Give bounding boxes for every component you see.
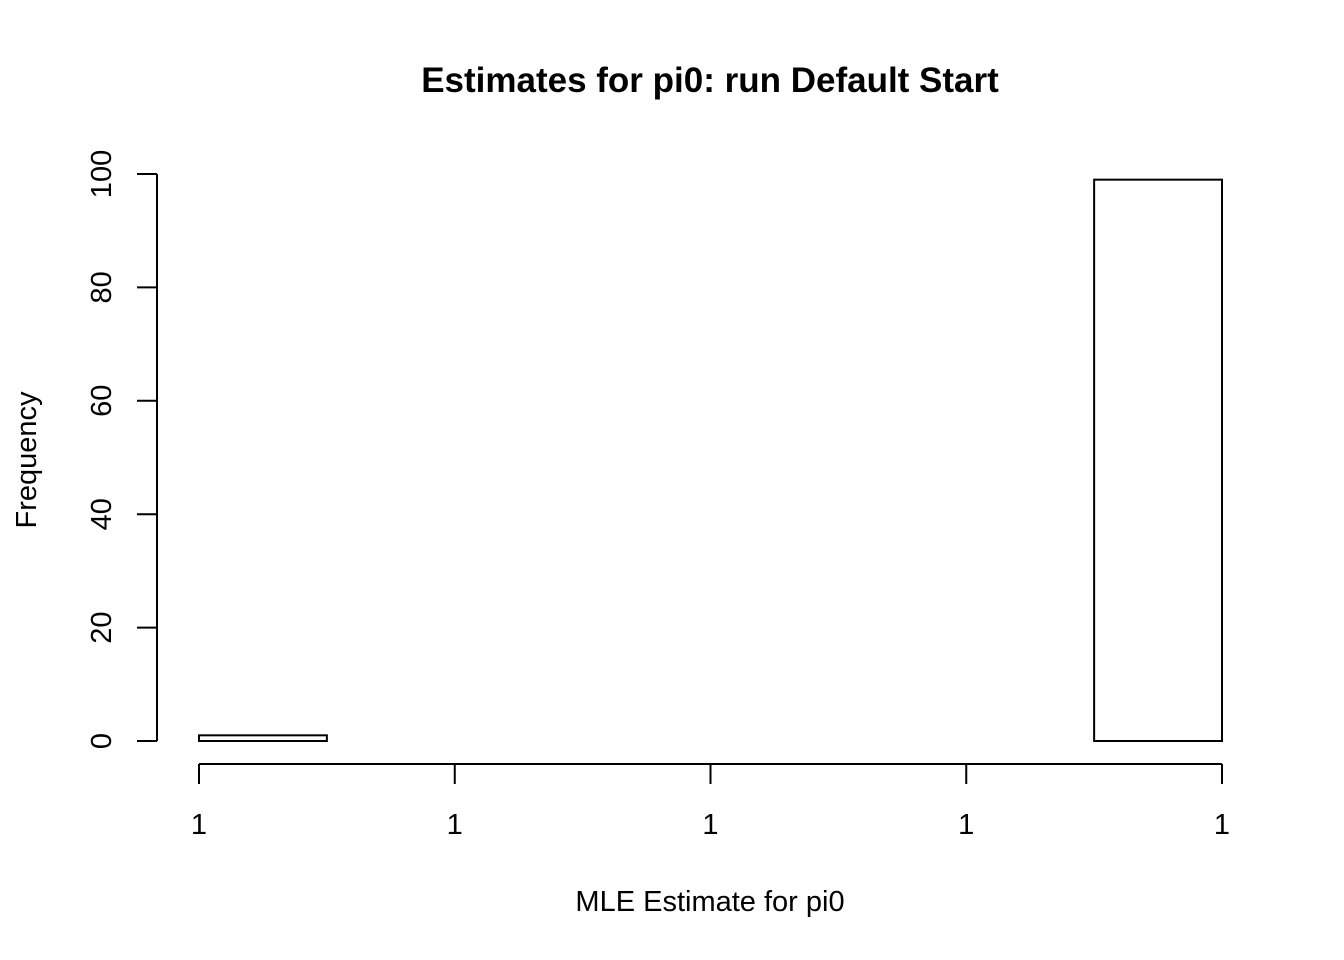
y-tick-label: 20: [86, 611, 118, 643]
x-tick-label: 1: [1214, 809, 1230, 841]
x-axis-label: MLE Estimate for pi0: [575, 886, 844, 918]
y-axis-label: Frequency: [11, 391, 43, 529]
chart-title: Estimates for pi0: run Default Start: [421, 61, 999, 100]
x-tick-label: 1: [447, 809, 463, 841]
x-axis: 1 1 1 1 1: [191, 763, 1230, 841]
y-tick-label: 40: [86, 498, 118, 530]
bars-group: [198, 178, 1223, 743]
x-tick-label: 1: [702, 809, 718, 841]
y-tick-label: 0: [86, 733, 118, 749]
y-tick-label: 60: [86, 385, 118, 417]
x-tick-label: 1: [958, 809, 974, 841]
x-tick-label: 1: [191, 809, 207, 841]
histogram-bar: [198, 734, 328, 743]
y-axis: 0 20 40 60 80 100: [86, 150, 158, 749]
y-tick-label: 100: [86, 150, 118, 198]
histogram-bar: [1093, 178, 1223, 743]
y-tick-label: 80: [86, 271, 118, 303]
